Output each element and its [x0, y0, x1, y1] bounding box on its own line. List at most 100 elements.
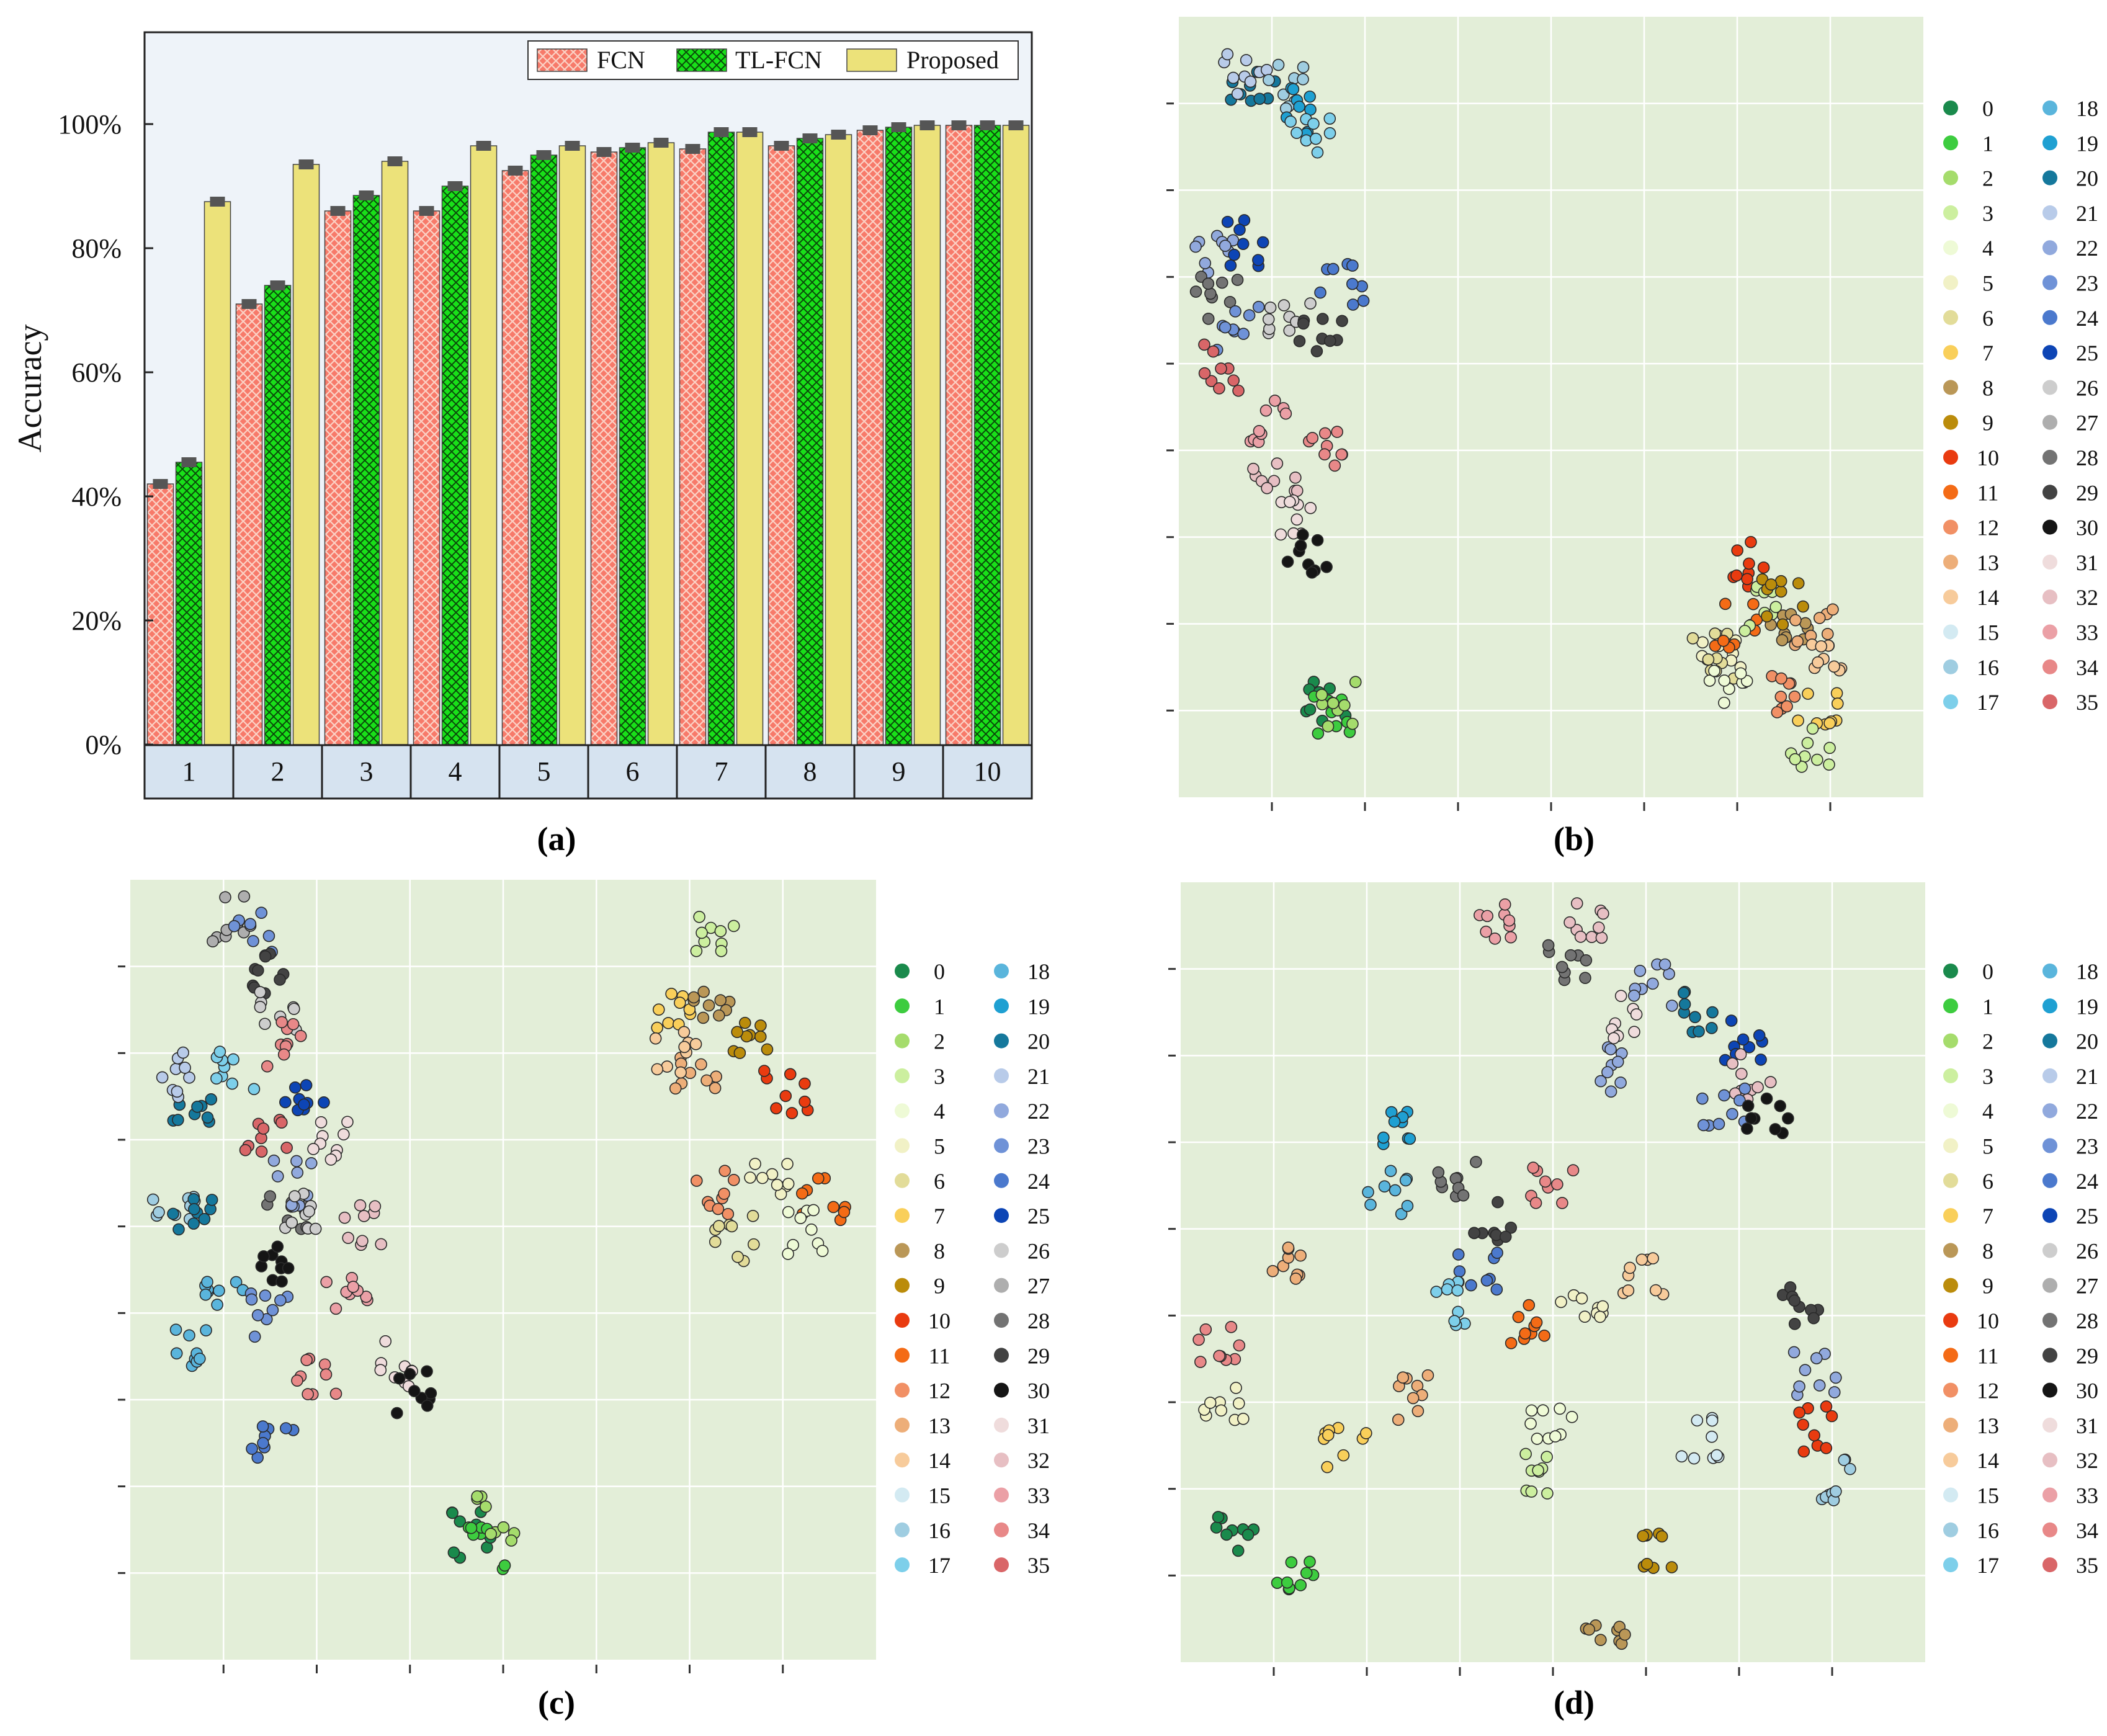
- scatter-point: [259, 1289, 272, 1302]
- scatter-point: [1523, 1299, 1536, 1312]
- bar-proposed: [381, 161, 409, 745]
- scatter-point: [1820, 1400, 1833, 1413]
- legend-label: 23: [2076, 271, 2098, 296]
- scatter-point: [271, 1240, 284, 1253]
- scatter-point: [1619, 1628, 1631, 1641]
- scatter-point: [1252, 300, 1265, 313]
- legend-swatch: [2042, 964, 2057, 978]
- scatter-point: [1253, 424, 1266, 437]
- legend-label: 4: [1982, 236, 1993, 261]
- legend-label: 13: [928, 1413, 951, 1438]
- legend-swatch: [2042, 554, 2057, 570]
- scatter-point: [497, 1521, 510, 1534]
- bar-tl-fcn: [885, 127, 913, 745]
- scatter-point: [1802, 687, 1814, 700]
- legend-label: 1: [1982, 994, 1993, 1019]
- scatter-point: [1782, 1112, 1794, 1125]
- category-label: 7: [715, 756, 728, 787]
- legend-swatch: [895, 1103, 910, 1119]
- legend-swatch: [1943, 1452, 1958, 1468]
- legend-label: 12: [1977, 1379, 1999, 1403]
- scatter-point: [1264, 302, 1277, 314]
- scatter-point: [1304, 90, 1316, 103]
- scatter-point: [1801, 736, 1814, 749]
- legend-label: 7: [1982, 341, 1993, 365]
- scatter-point: [300, 1079, 313, 1091]
- legend-swatch: [2042, 1138, 2057, 1153]
- scatter-point: [285, 1216, 298, 1229]
- scatter-point: [1378, 1180, 1391, 1193]
- error-bar-cap: [419, 206, 434, 216]
- scatter-point: [1781, 700, 1793, 713]
- scatter-point: [1199, 1323, 1212, 1336]
- legend-swatch: [2042, 205, 2057, 220]
- scatter-point: [678, 1040, 691, 1054]
- y-axis-label: Accuracy: [11, 324, 48, 453]
- scatter-point: [1718, 1089, 1730, 1102]
- error-bar-cap: [742, 127, 758, 137]
- scatter-point: [1799, 617, 1812, 630]
- scatter-point: [727, 919, 740, 933]
- scatter-point: [1658, 958, 1671, 971]
- scatter-point: [1811, 753, 1823, 766]
- scatter-point: [277, 1048, 290, 1061]
- legend-label: 7: [934, 1204, 945, 1228]
- scatter-point: [446, 1506, 459, 1519]
- legend-label: 4: [1982, 1099, 1993, 1124]
- legend-label: 14: [1977, 585, 1999, 610]
- legend-label: 24: [2076, 1169, 2098, 1194]
- grid: [1181, 882, 1925, 1662]
- legend-swatch: [1943, 1068, 1958, 1083]
- scatter-point: [1225, 1321, 1238, 1333]
- scatter-point: [1775, 672, 1787, 685]
- scatter-point: [1608, 1032, 1620, 1045]
- legend-swatch: [2042, 1487, 2057, 1503]
- scatter-point: [1346, 277, 1359, 290]
- legend-label: 32: [2076, 585, 2098, 610]
- scatter-point: [1317, 313, 1329, 325]
- scatter-point: [1261, 481, 1273, 494]
- legend-swatch: [1943, 135, 1958, 151]
- legend-label: 18: [1027, 959, 1050, 984]
- scatter-point: [807, 1204, 820, 1217]
- scatter-point: [1452, 1248, 1465, 1261]
- scatter-point: [1823, 758, 1835, 771]
- scatter-point: [271, 1170, 284, 1183]
- scatter-point: [1555, 1295, 1567, 1309]
- scatter-point: [1792, 577, 1805, 589]
- legend-label: 32: [1027, 1448, 1050, 1473]
- scatter-point: [1527, 1161, 1539, 1174]
- scatter-point: [1580, 954, 1593, 967]
- legend-swatch: [1943, 345, 1958, 360]
- scatter-point: [1213, 1349, 1225, 1362]
- scatter-point: [171, 1085, 184, 1098]
- scatter-point: [1771, 706, 1784, 718]
- scatter-point: [709, 1235, 722, 1248]
- scatter-point: [318, 1096, 330, 1109]
- legend-swatch: [2042, 1068, 2057, 1083]
- legend-swatch: [994, 998, 1009, 1014]
- scatter-point: [771, 1178, 784, 1191]
- legend-swatch: [1943, 275, 1958, 290]
- scatter-point: [1594, 1310, 1606, 1323]
- legend-swatch: [2042, 1033, 2057, 1049]
- scatter-point: [816, 1245, 829, 1258]
- legend-label: 19: [1027, 994, 1050, 1019]
- scatter-point: [1630, 1008, 1643, 1021]
- scatter-point: [1719, 597, 1732, 611]
- scatter-point: [1551, 1178, 1563, 1191]
- scatter-point: [1285, 1556, 1298, 1568]
- scatter-point: [1310, 345, 1323, 357]
- scatter-point: [1468, 1227, 1480, 1240]
- panel-d-scatter: 0123456789101112131415161718192021222324…: [1168, 882, 2098, 1721]
- scatter-point: [341, 1116, 354, 1129]
- legend-swatch: [1943, 170, 1958, 186]
- scatter-point: [1312, 727, 1325, 740]
- scatter-point: [731, 1251, 744, 1263]
- scatter-point: [198, 1212, 211, 1225]
- legend-swatch: [1943, 1417, 1958, 1433]
- scatter-point: [1291, 513, 1304, 526]
- category-cell: [232, 744, 323, 800]
- legend-swatch: [1943, 1522, 1958, 1537]
- scatter-point: [1570, 897, 1583, 910]
